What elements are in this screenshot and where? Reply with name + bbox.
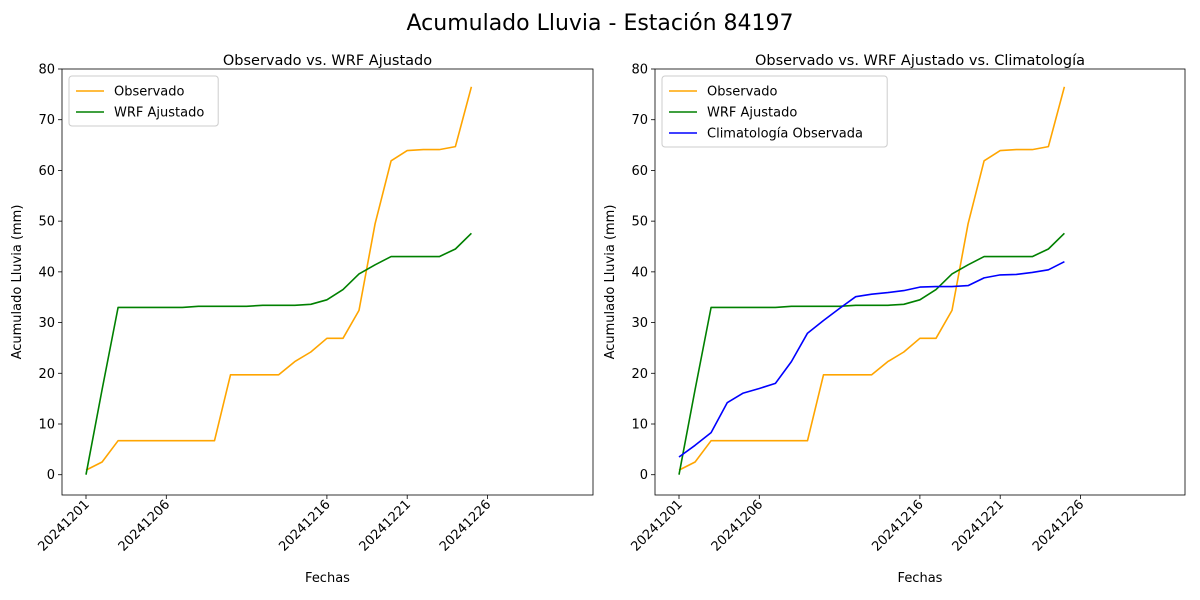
y-tick-label: 30	[38, 316, 55, 331]
x-tick-label: 20241221	[950, 497, 1007, 554]
x-tick-label: 20241201	[35, 497, 92, 554]
chart-2: Observado vs. WRF Ajustado vs. Climatolo…	[603, 53, 1186, 586]
series-line-3	[678, 260, 1065, 458]
y-tick-label: 60	[38, 164, 55, 179]
x-tick-label: 20241216	[869, 497, 926, 554]
legend-label: WRF Ajustado	[707, 106, 797, 121]
x-tick-label: 20241216	[276, 497, 333, 554]
y-tick-label: 70	[38, 113, 55, 128]
x-axis-label: Fechas	[305, 571, 350, 586]
x-axis-label: Fechas	[898, 571, 943, 586]
series-line-2	[678, 232, 1065, 475]
y-tick-label: 0	[47, 468, 55, 483]
chart-title: Observado vs. WRF Ajustado	[223, 53, 432, 69]
x-tick-label: 20241206	[116, 497, 173, 554]
y-tick-label: 40	[631, 265, 648, 280]
y-axis-label: Acumulado Lluvia (mm)	[10, 205, 25, 360]
y-tick-label: 80	[631, 63, 648, 78]
legend-label: WRF Ajustado	[114, 106, 204, 121]
y-tick-label: 20	[38, 367, 55, 382]
y-tick-label: 40	[38, 265, 55, 280]
y-axis-label: Acumulado Lluvia (mm)	[603, 205, 618, 360]
series-line-2	[85, 232, 472, 475]
y-tick-label: 80	[38, 63, 55, 78]
y-tick-label: 10	[38, 418, 55, 433]
legend-label: Observado	[114, 85, 185, 100]
chart-title: Observado vs. WRF Ajustado vs. Climatolo…	[755, 53, 1085, 69]
legend-label: Observado	[707, 85, 778, 100]
legend-box	[68, 75, 219, 127]
y-tick-label: 0	[640, 468, 648, 483]
x-tick-label: 20241206	[709, 497, 766, 554]
figure-suptitle: Acumulado Lluvia - Estación 84197	[407, 11, 794, 36]
y-tick-label: 30	[631, 316, 648, 331]
y-tick-label: 60	[631, 164, 648, 179]
x-tick-label: 20241226	[437, 497, 494, 554]
chart-1: Observado vs. WRF Ajustado 0 10 20 30 40 50 60 7…	[10, 53, 594, 586]
series-line-1	[678, 86, 1066, 471]
x-tick-label: 20241201	[628, 497, 685, 554]
y-tick-label: 20	[631, 367, 648, 382]
legend-box	[661, 75, 888, 148]
series-line-1	[85, 86, 473, 471]
y-tick-label: 70	[631, 113, 648, 128]
y-tick-label: 50	[38, 215, 55, 230]
y-tick-label: 10	[631, 418, 648, 433]
legend-label: Climatología Observada	[707, 127, 863, 142]
x-tick-label: 20241226	[1030, 497, 1087, 554]
y-tick-label: 50	[631, 215, 648, 230]
plot-area-frame	[61, 68, 594, 496]
x-tick-label: 20241221	[357, 497, 414, 554]
